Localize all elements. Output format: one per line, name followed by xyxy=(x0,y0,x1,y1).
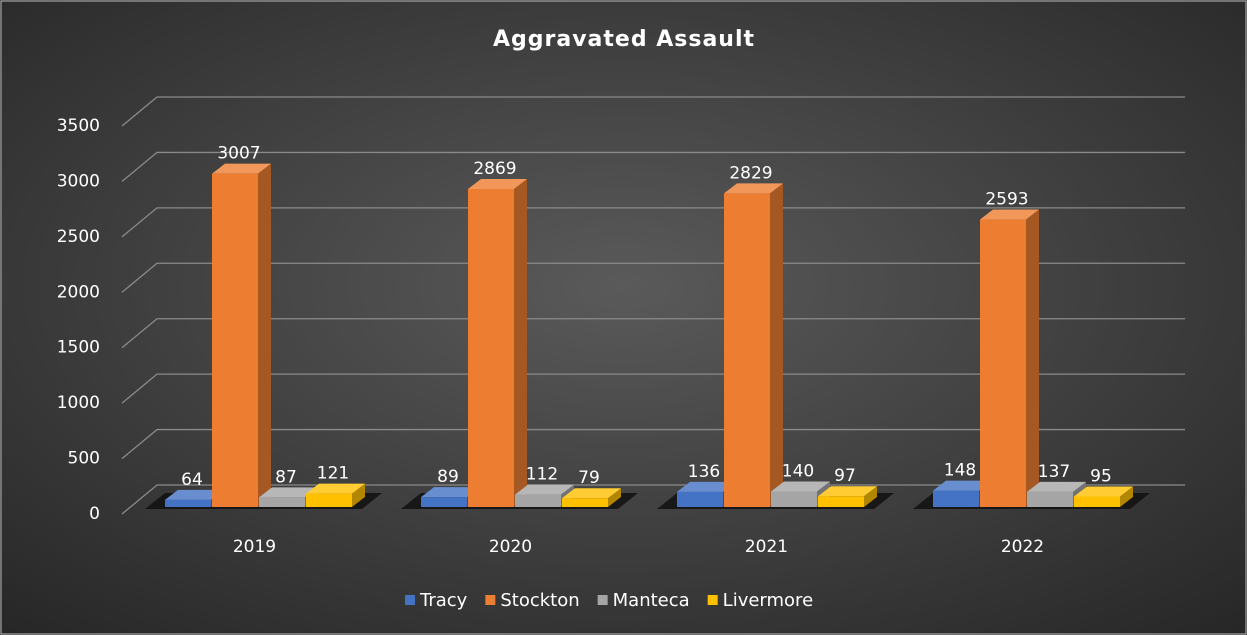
bar-top xyxy=(562,488,621,499)
bar xyxy=(771,491,817,507)
bar-side xyxy=(608,488,621,507)
data-label: 95 xyxy=(1090,466,1112,486)
bar-side xyxy=(352,483,365,507)
y-tick-label: 3500 xyxy=(57,116,100,136)
grid-line xyxy=(121,484,1185,515)
grid-line xyxy=(121,96,1185,127)
bar-top xyxy=(306,483,365,494)
y-tick-label: 0 xyxy=(89,504,100,524)
bar-top xyxy=(468,178,527,189)
data-label: 148 xyxy=(944,461,976,481)
y-tick-label: 1500 xyxy=(57,338,100,358)
bar xyxy=(677,491,723,507)
data-label: 97 xyxy=(834,466,856,486)
bar-side xyxy=(1026,209,1039,507)
data-label: 121 xyxy=(317,464,349,484)
bar xyxy=(468,188,514,507)
legend-swatch xyxy=(597,595,608,605)
x-tick-label: 2021 xyxy=(745,537,788,557)
bar-top xyxy=(1027,481,1086,492)
bar xyxy=(212,173,258,507)
data-label: 136 xyxy=(688,462,720,482)
bar-top xyxy=(818,486,877,497)
y-tick-label: 2000 xyxy=(57,282,100,302)
grid-line xyxy=(121,428,1185,460)
data-label: 140 xyxy=(782,461,814,481)
bar xyxy=(980,219,1026,507)
legend-swatch xyxy=(707,595,718,605)
grid-line xyxy=(121,373,1185,404)
bar-side xyxy=(770,183,783,508)
bar xyxy=(818,496,864,507)
data-label: 2869 xyxy=(473,159,516,179)
bar xyxy=(933,490,979,507)
bar-top xyxy=(771,481,830,492)
data-label: 2593 xyxy=(985,190,1028,210)
bar-top xyxy=(1074,486,1133,497)
bar-top xyxy=(212,163,271,174)
legend-label: Stockton xyxy=(500,590,579,611)
bar xyxy=(306,493,352,507)
bar-top xyxy=(259,487,318,498)
bar-side xyxy=(1120,486,1133,507)
bar xyxy=(562,498,608,507)
y-tick-label: 3000 xyxy=(57,171,100,191)
bar xyxy=(515,494,561,507)
data-label: 2829 xyxy=(729,163,772,183)
bar-top xyxy=(165,489,224,500)
bar-top xyxy=(421,487,480,498)
data-label: 3007 xyxy=(217,144,260,164)
data-label: 89 xyxy=(437,467,459,487)
grid-line xyxy=(121,262,1185,293)
y-tick-label: 500 xyxy=(68,449,100,469)
legend-label: Manteca xyxy=(613,590,690,611)
bar-top xyxy=(980,209,1039,220)
data-label: 64 xyxy=(181,470,203,490)
bar xyxy=(724,193,770,508)
y-tick-label: 2500 xyxy=(57,227,100,247)
chart-title: Aggravated Assault xyxy=(493,27,755,52)
data-label: 112 xyxy=(526,465,558,485)
bar xyxy=(421,497,467,507)
legend-swatch xyxy=(485,595,496,605)
y-tick-label: 1000 xyxy=(57,393,100,413)
legend-label: Livermore xyxy=(723,590,813,611)
x-tick-label: 2022 xyxy=(1001,537,1044,557)
bar xyxy=(1027,491,1073,507)
bar xyxy=(1074,496,1120,507)
bar-top xyxy=(515,484,574,495)
legend-label: Tracy xyxy=(419,590,468,611)
bar-side xyxy=(258,163,271,507)
bar-top xyxy=(933,480,992,491)
bar-top xyxy=(677,481,736,492)
grid-line xyxy=(121,151,1185,182)
bar-side xyxy=(514,178,527,507)
bar xyxy=(165,499,211,507)
bar-side xyxy=(864,486,877,507)
bar-top xyxy=(724,183,783,194)
data-label: 87 xyxy=(275,467,297,487)
grid-line xyxy=(121,318,1185,349)
data-label: 79 xyxy=(578,468,600,488)
grid-line xyxy=(121,207,1185,238)
bar xyxy=(259,497,305,507)
x-tick-label: 2019 xyxy=(233,537,276,557)
x-tick-label: 2020 xyxy=(489,537,532,557)
legend-swatch xyxy=(405,595,415,605)
data-label: 137 xyxy=(1038,462,1070,482)
